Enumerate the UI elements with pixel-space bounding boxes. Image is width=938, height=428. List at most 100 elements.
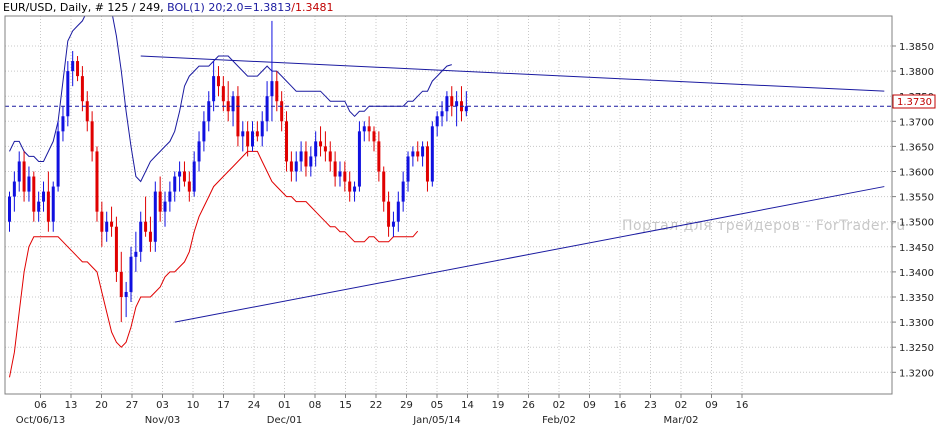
candle	[148, 216, 152, 252]
candle	[66, 61, 70, 127]
y-tick-label: 1.3650	[899, 142, 934, 153]
candle	[85, 91, 89, 132]
candle	[255, 121, 259, 142]
time-axis[interactable]: 06 13 20 27 03 10 17 24 01 08 15 22 29 05 14 19 26 02 09 16…	[16, 394, 749, 426]
x-tick-label: 27	[126, 400, 139, 411]
candle-body	[221, 86, 225, 102]
candle-body	[90, 121, 94, 152]
candle-body	[80, 76, 84, 102]
candle-body	[299, 151, 303, 162]
candle	[440, 101, 444, 127]
candle	[212, 61, 216, 112]
candle	[382, 166, 386, 212]
candle	[95, 146, 99, 222]
candle-body	[362, 126, 366, 132]
x-tick-label: 17	[217, 400, 230, 411]
x-tick-label: 03	[156, 400, 169, 411]
header-timeframe: Daily	[59, 1, 88, 14]
candle-body	[391, 221, 395, 227]
trendlines	[140, 55, 885, 323]
x-tick-label: 02	[675, 400, 688, 411]
candle-body	[348, 181, 352, 192]
candle-body	[323, 146, 327, 152]
price-axis[interactable]: 1.38501.38001.37501.37001.36501.36001.35…	[892, 42, 934, 379]
candle	[285, 111, 289, 172]
candle	[411, 146, 415, 167]
candle	[80, 66, 84, 112]
y-tick-label: 1.3250	[899, 343, 934, 354]
y-tick-label: 1.3400	[899, 268, 934, 279]
candle-body	[12, 181, 16, 197]
candle-body	[396, 201, 400, 222]
candle-body	[265, 96, 269, 122]
candle-body	[8, 196, 11, 222]
candle	[197, 131, 201, 172]
candle-body	[314, 141, 318, 157]
candle	[275, 71, 279, 112]
support-trendline	[174, 186, 885, 323]
candle-body	[129, 256, 133, 292]
candle	[158, 176, 162, 222]
candle-body	[207, 101, 211, 122]
candle-body	[450, 96, 454, 107]
candle-body	[377, 141, 381, 172]
candle-body	[202, 121, 206, 142]
x-tick-label: 13	[65, 400, 78, 411]
x-month-label: Dec/01	[267, 415, 302, 426]
candle	[435, 111, 439, 137]
candle-body	[17, 161, 21, 182]
candle	[178, 161, 182, 192]
x-tick-label: 14	[461, 400, 474, 411]
candle-body	[22, 161, 26, 192]
x-tick-label: 24	[248, 400, 261, 411]
candle-body	[216, 76, 220, 87]
candle	[124, 281, 128, 318]
candle	[294, 151, 298, 182]
header-indicator: BOL(1) 20;2.0	[167, 1, 244, 14]
candle-body	[241, 131, 245, 137]
y-tick-label: 1.3600	[899, 168, 934, 179]
candle-body	[255, 131, 259, 137]
candle	[353, 181, 357, 202]
x-tick-label: 20	[95, 400, 108, 411]
candle	[270, 20, 274, 122]
candle	[362, 121, 366, 142]
candle-body	[328, 151, 332, 162]
candle-body	[387, 201, 391, 227]
candle-body	[212, 76, 216, 102]
candle	[216, 66, 220, 97]
header-lower-value: 1.3481	[294, 1, 334, 14]
candle	[8, 191, 11, 232]
x-tick-label: 06	[34, 400, 47, 411]
candle-body	[105, 221, 109, 232]
candle	[396, 191, 400, 232]
candle-body	[372, 131, 376, 142]
plot-frame	[4, 15, 893, 395]
candle-body	[319, 141, 323, 147]
candle	[280, 91, 284, 132]
candle	[251, 121, 254, 152]
candle	[260, 111, 264, 147]
candle	[391, 211, 395, 237]
candle	[299, 141, 303, 172]
candle-body	[187, 181, 191, 192]
candle	[372, 126, 376, 152]
y-tick-label: 1.3350	[899, 293, 934, 304]
candle	[319, 126, 323, 157]
current-price-label: 1.3730	[897, 97, 932, 108]
y-tick-label: 1.3450	[899, 243, 934, 254]
candle	[357, 121, 361, 192]
candle	[343, 161, 347, 192]
candle-body	[294, 161, 298, 172]
y-tick-label: 1.3800	[899, 67, 934, 78]
candle-body	[445, 96, 449, 112]
candle	[168, 181, 172, 212]
candle	[27, 166, 31, 202]
candle	[348, 171, 352, 202]
x-tick-label: 09	[583, 400, 596, 411]
candle-body	[139, 221, 143, 252]
candle-body	[401, 181, 405, 202]
candle-body	[110, 221, 114, 227]
x-tick-label: 01	[278, 400, 291, 411]
